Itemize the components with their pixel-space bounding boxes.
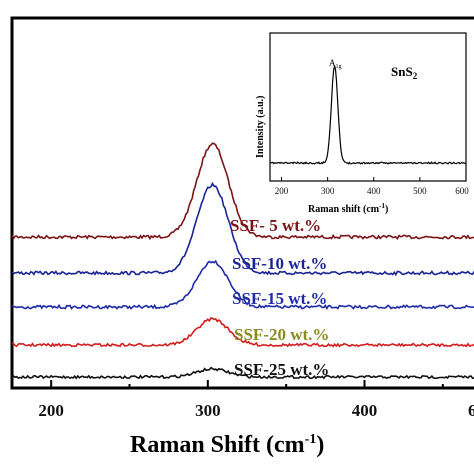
inset-x-tick-label: 200 [275,186,289,196]
x-tick-label: 200 [38,401,64,420]
x-tick-label: 300 [195,401,221,420]
inset-x-tick-label: 500 [413,186,427,196]
inset-x-tick-label: 400 [367,186,381,196]
series-label-25wt: SSF-25 wt.% [234,360,329,379]
series-line-4 [11,366,474,380]
inset-x-ticks: 200 300 400 500 600 [275,177,469,196]
series-line-0 [11,142,474,241]
series-line-3 [11,317,474,348]
x-tick-label-cut: 6 [468,401,474,420]
inset-material-label: SnS2 [391,64,418,81]
inset-series-group [269,65,466,165]
inset-x-tick-label: 600 [455,186,469,196]
inset-x-axis-title: Raman shift (cm-1) [308,202,388,215]
inset-plot: 200 300 400 500 600 SnS2 A1g Intensity (a.u.… [255,32,469,215]
series-label-20wt: SSF-20 wt.% [234,325,329,344]
series-label-5wt: SSF- 5 wt.% [230,216,321,235]
inset-frame [269,32,467,182]
inset-series-line [269,65,466,165]
series-label-15wt: SSF-15 wt.% [232,289,327,308]
main-x-axis-title: Raman Shift (cm-1) [130,432,324,458]
main-plot-frame [10,16,474,390]
x-tick-label: 400 [352,401,378,420]
series-line-2 [11,259,474,311]
inset-y-axis-title: Intensity (a.u.) [255,95,266,158]
inset-x-tick-label: 300 [321,186,335,196]
series-line-1 [11,181,474,277]
main-series-group [11,142,474,380]
series-label-10wt: SSF-10 wt.% [232,254,327,273]
inset-peak-label: A1g [329,58,342,70]
